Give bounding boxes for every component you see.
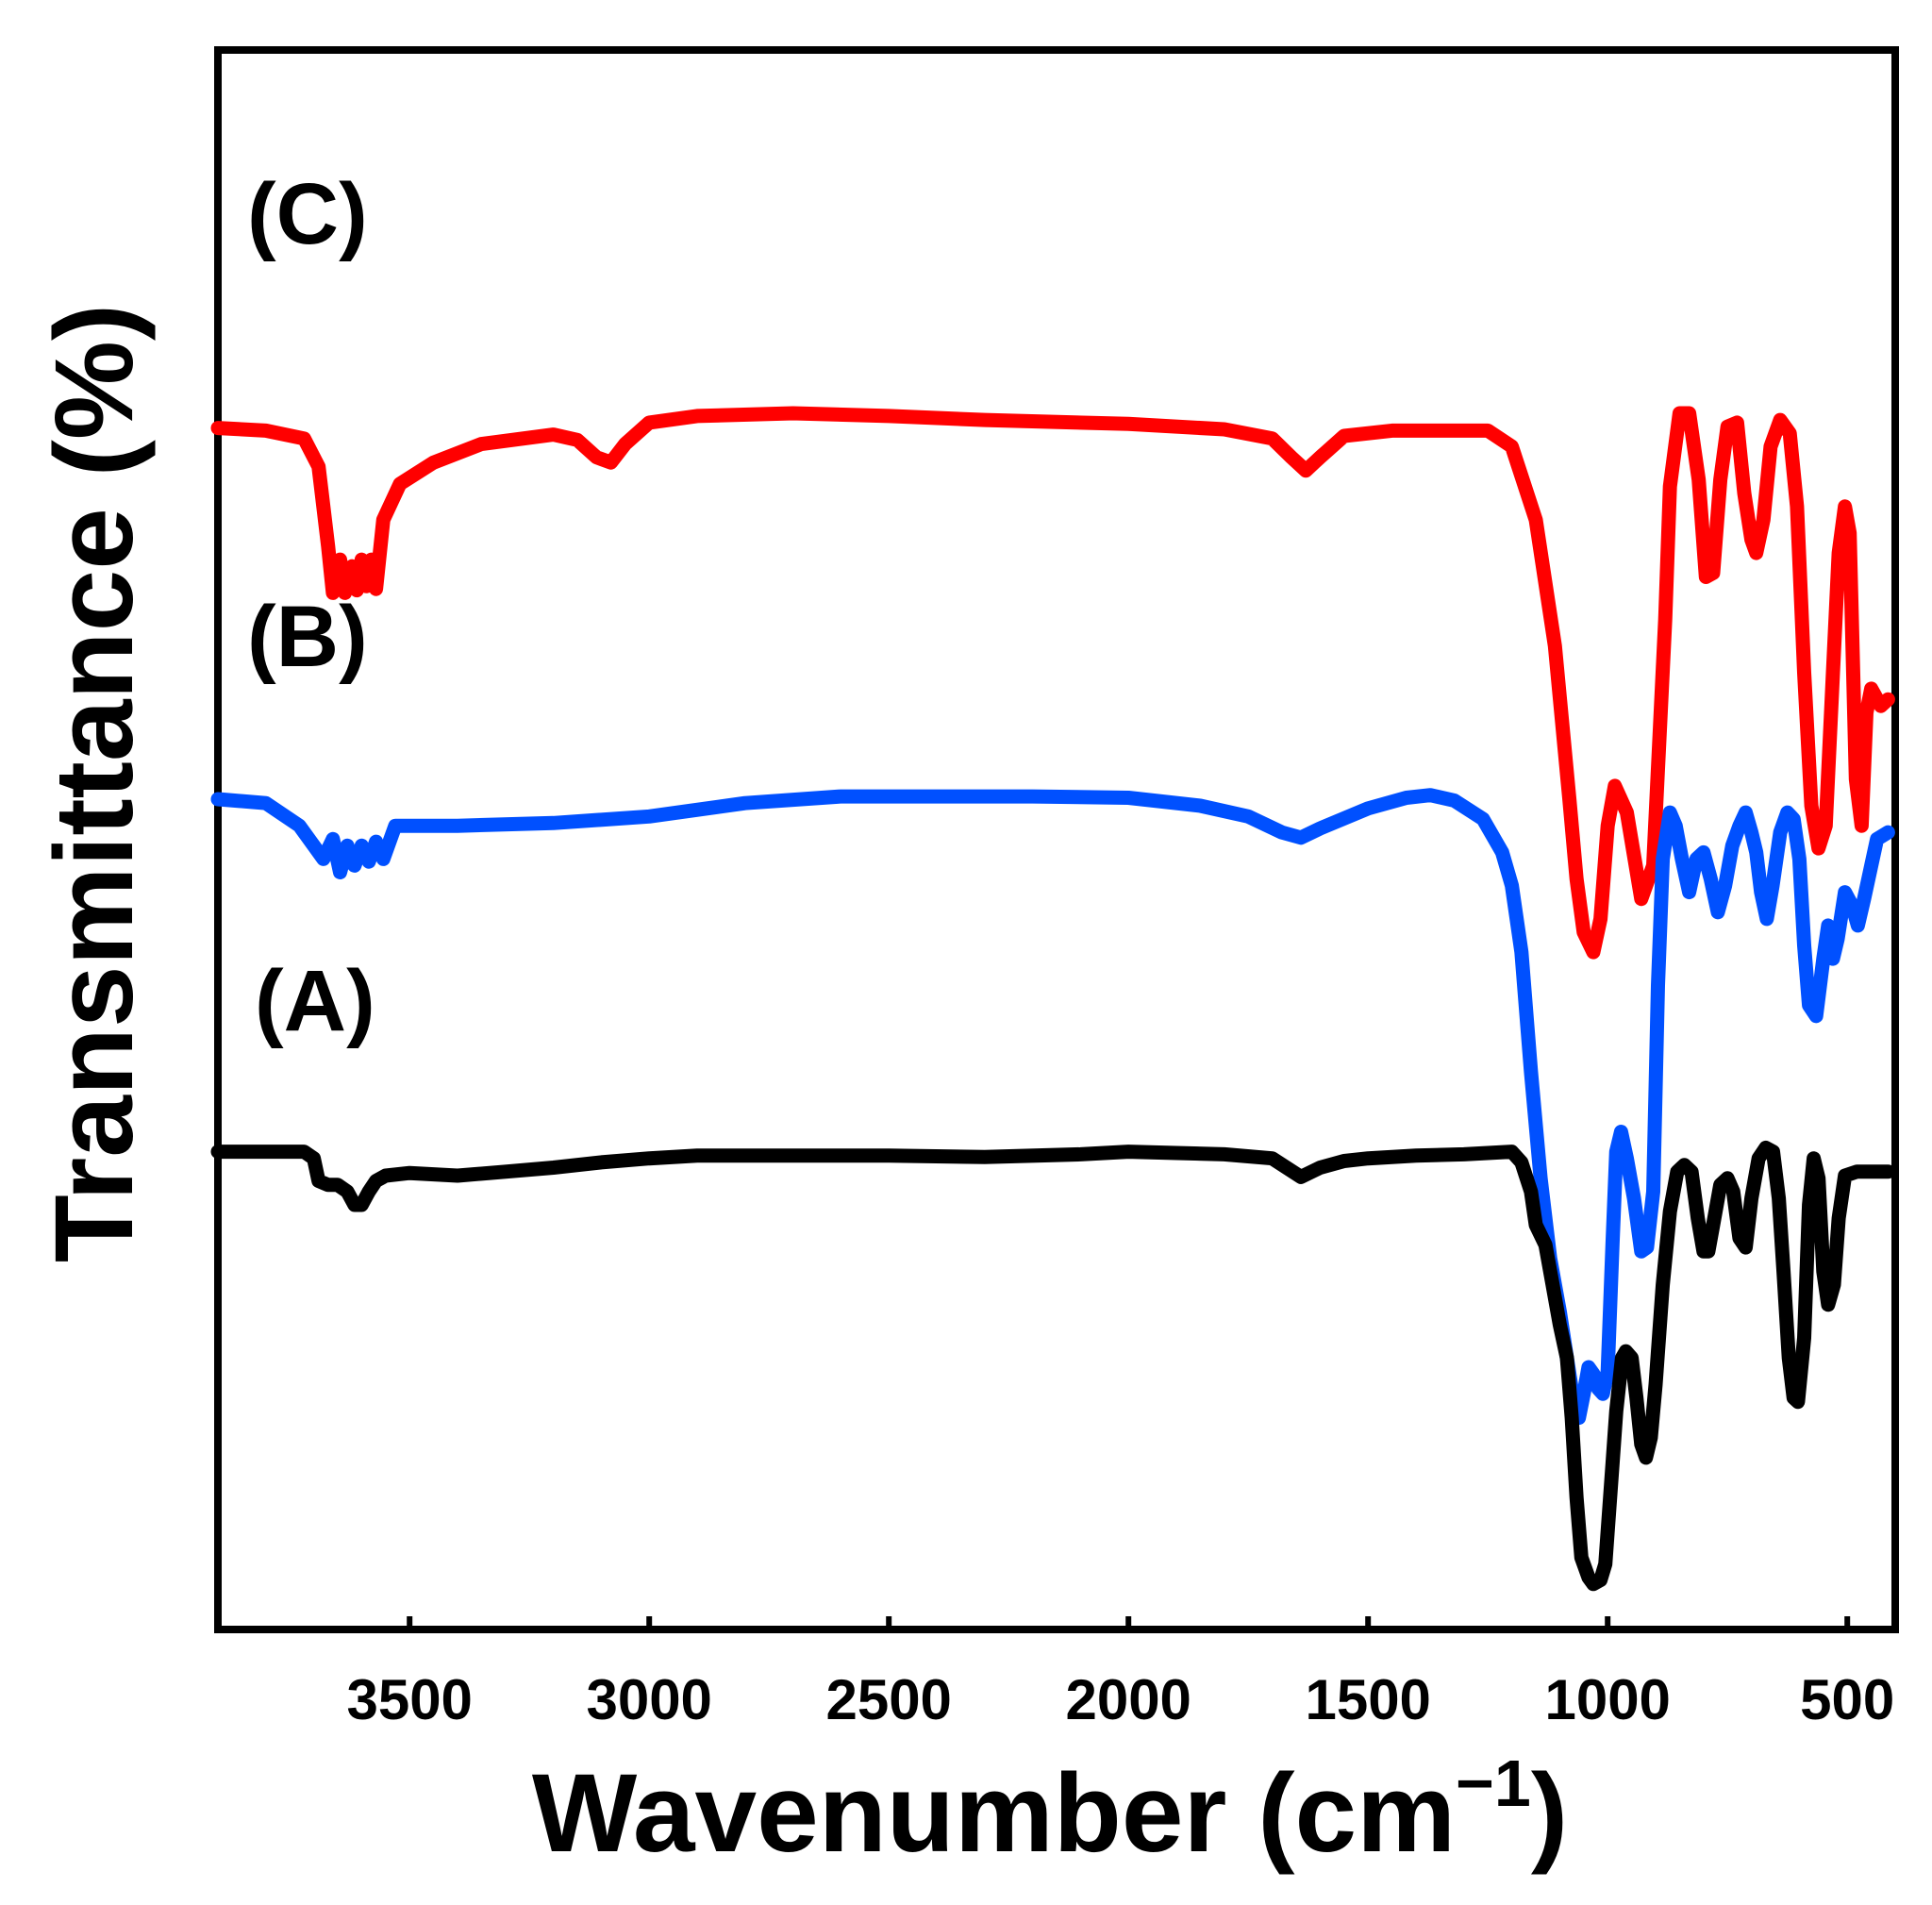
x-tick-label: 2500 bbox=[825, 1668, 951, 1731]
x-tick-label: 3500 bbox=[346, 1668, 472, 1731]
series-label-a: (A) bbox=[255, 953, 375, 1049]
x-axis-title: Wavenumber (cm−1) bbox=[532, 1746, 1568, 1876]
series-line-a bbox=[210, 1140, 1895, 1592]
series-label-b: (B) bbox=[247, 589, 368, 685]
x-tick-label: 1000 bbox=[1544, 1668, 1670, 1731]
x-tick-label: 2000 bbox=[1065, 1668, 1191, 1731]
series-line-b bbox=[210, 788, 1895, 1426]
series-lines bbox=[210, 406, 1895, 1592]
x-tick-label: 3000 bbox=[586, 1668, 711, 1731]
series-line-c bbox=[210, 406, 1895, 960]
x-tick-label: 500 bbox=[1800, 1668, 1894, 1731]
x-axis-title-close: ) bbox=[1531, 1751, 1568, 1876]
x-axis-title-superscript: −1 bbox=[1456, 1746, 1531, 1820]
x-axis-title-main: Wavenumber (cm bbox=[532, 1751, 1456, 1876]
plot-frame bbox=[214, 46, 1899, 1633]
series-label-c: (C) bbox=[247, 166, 368, 262]
x-tick-label: 1500 bbox=[1305, 1668, 1430, 1731]
y-axis-title: Transmittance (%) bbox=[32, 304, 157, 1262]
x-axis-ticks: 3500 3000 2500 2000 1500 1000 500 bbox=[346, 1616, 1894, 1731]
